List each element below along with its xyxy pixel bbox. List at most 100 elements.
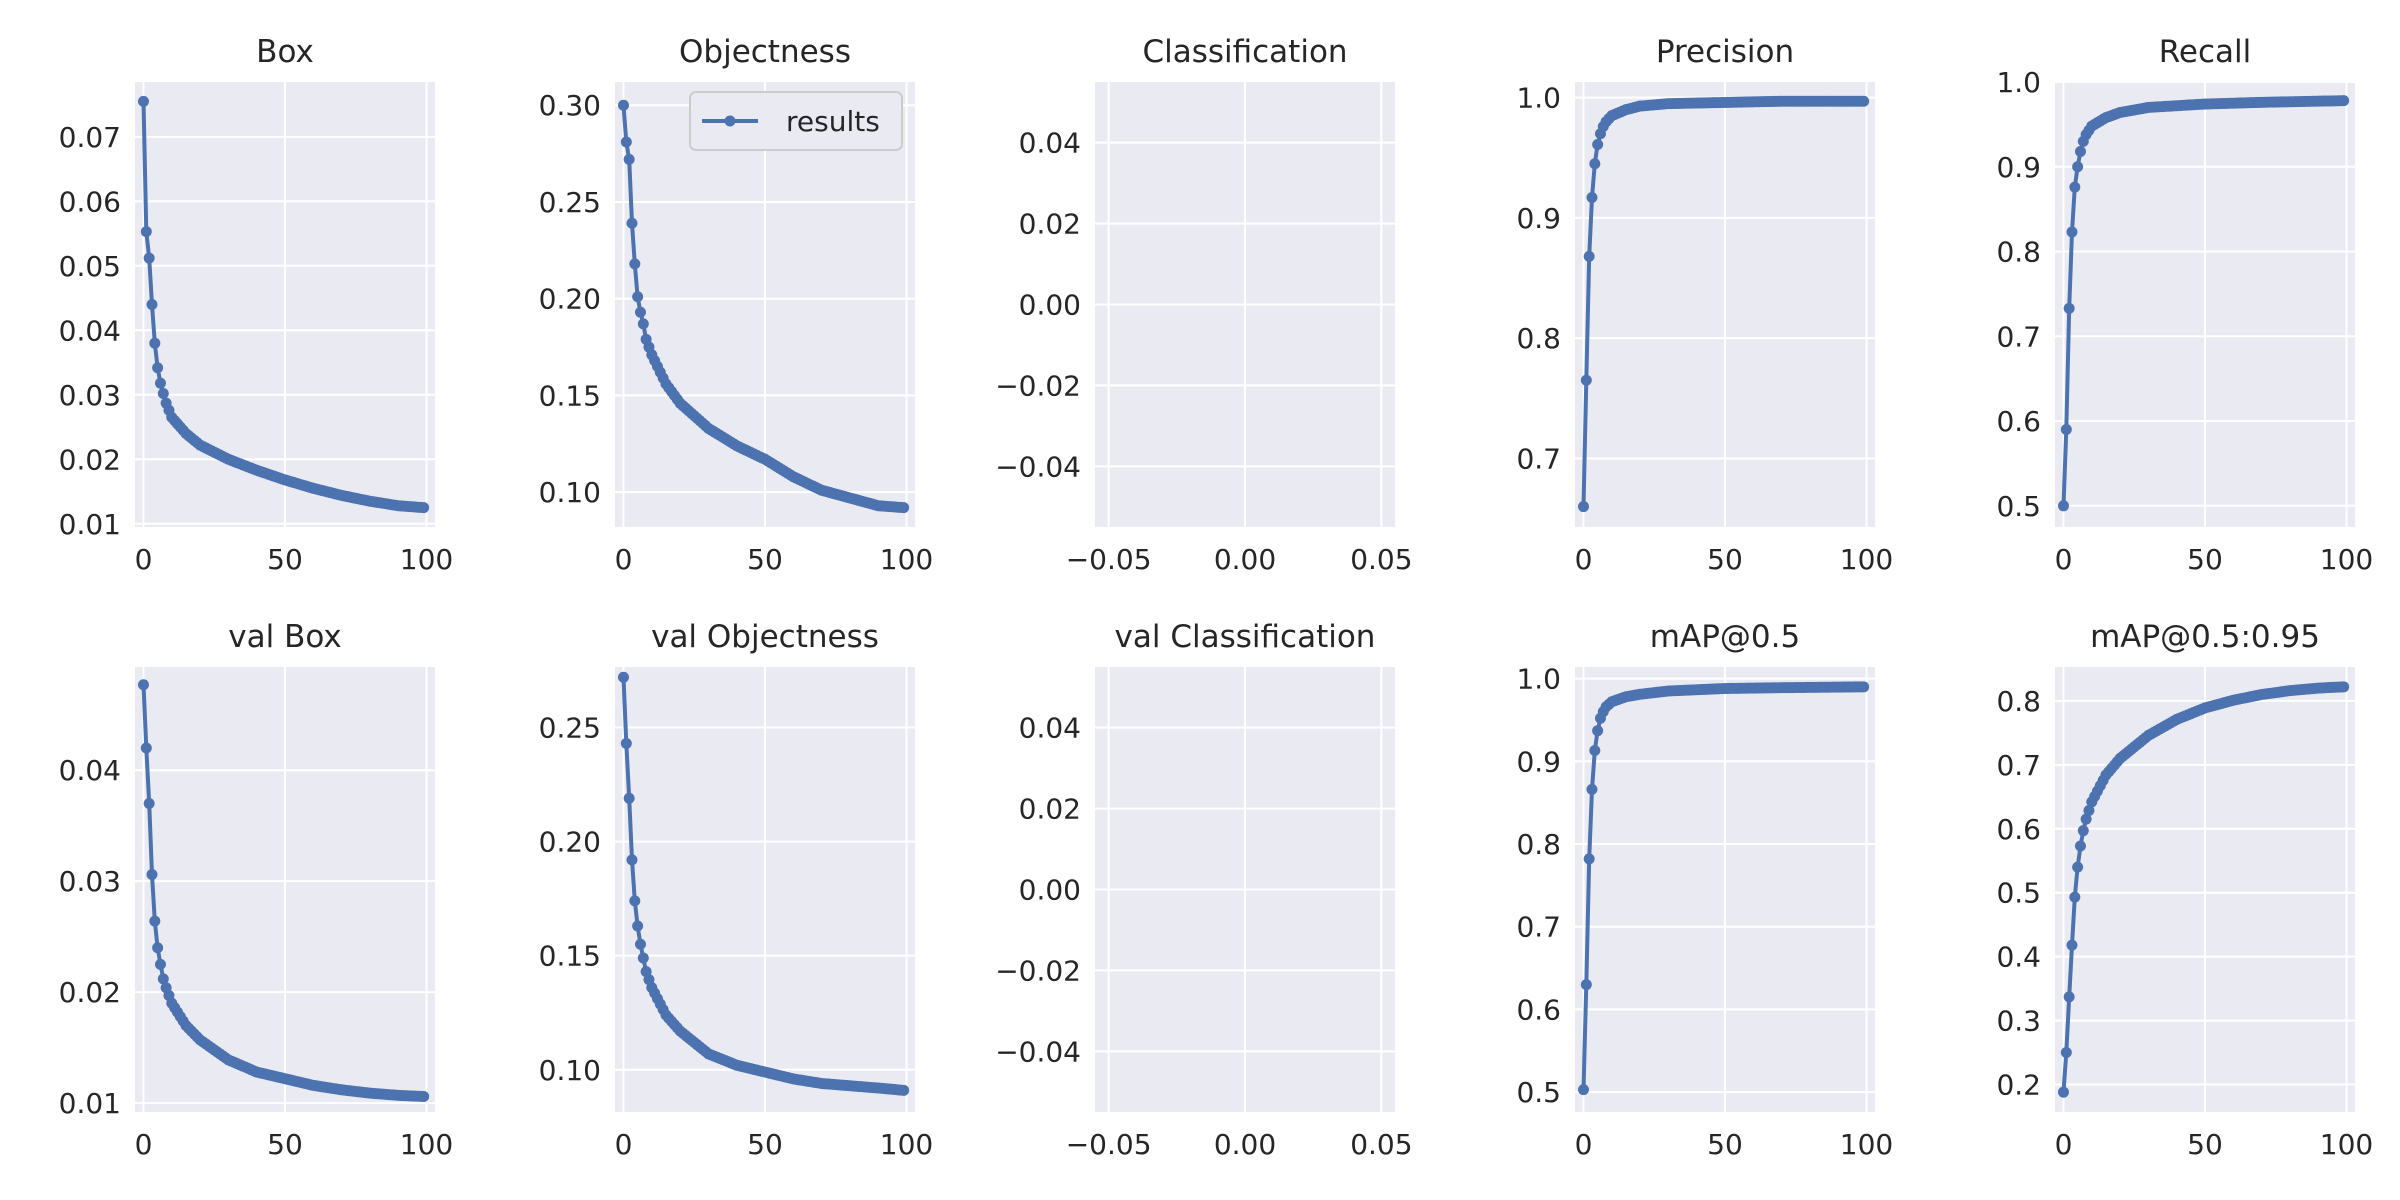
data-point	[149, 337, 161, 349]
data-point	[1589, 158, 1601, 170]
data-point	[2077, 825, 2089, 837]
data-point	[1583, 250, 1595, 262]
y-tick-label: 0.05	[59, 250, 121, 283]
panel-recall: 0.5 0.6 0.7 0.8 0.9 1.0 0 50 100 Recall	[1996, 34, 2373, 576]
x-tick-label: 0.05	[1350, 1128, 1412, 1161]
data-point	[2072, 161, 2084, 173]
x-tick-label: 100	[2320, 543, 2373, 576]
data-point	[154, 377, 166, 389]
y-tick-label: 0.6	[1996, 813, 2041, 846]
data-point	[418, 502, 430, 514]
x-tick-label: 0	[1575, 543, 1593, 576]
data-point	[1858, 95, 1870, 107]
y-tick-label: 0.04	[1019, 127, 1081, 160]
x-tick-label: 100	[2320, 1128, 2373, 1161]
data-point	[626, 217, 638, 229]
data-point	[2057, 1086, 2069, 1098]
x-tick-label: 100	[400, 543, 453, 576]
panel-title: Box	[256, 34, 314, 70]
x-tick-label: 0	[615, 1128, 633, 1161]
data-point	[140, 742, 152, 754]
panel-title: Classification	[1142, 34, 1347, 70]
panel-title: val Box	[228, 619, 341, 655]
data-point	[634, 938, 646, 950]
x-tick-label: 50	[2187, 1128, 2223, 1161]
panel-val-box: 0.01 0.02 0.03 0.04 0 50 100 val Box	[59, 619, 454, 1161]
y-tick-label: 0.6	[1516, 993, 1561, 1026]
y-tick-label: 0.03	[59, 379, 121, 412]
y-tick-label: 0.02	[59, 443, 121, 476]
y-tick-label: 0.30	[539, 89, 601, 122]
x-tick-label: 50	[267, 1128, 303, 1161]
data-point	[620, 136, 632, 148]
x-tick-label: 0	[135, 1128, 153, 1161]
panel-classification: −0.04 −0.02 0.00 0.02 0.04 −0.05 0.00 0.05 Class…	[995, 34, 1412, 576]
data-point	[637, 952, 649, 964]
x-tick-label: 100	[880, 543, 933, 576]
y-tick-label: 0.9	[1996, 151, 2041, 184]
y-tick-label: 0.02	[1019, 793, 1081, 826]
data-point	[143, 797, 155, 809]
data-point	[898, 1084, 910, 1096]
data-point	[617, 99, 629, 111]
x-tick-label: 0	[1575, 1128, 1593, 1161]
data-point	[1586, 191, 1598, 203]
x-tick-label: 50	[267, 543, 303, 576]
y-tick-label: 0.04	[59, 754, 121, 787]
panel-objectness: 0.10 0.15 0.20 0.25 0.30 0 50 100 Objectness resu…	[539, 34, 934, 576]
data-point	[1577, 1084, 1589, 1096]
data-point	[1858, 681, 1870, 693]
panel-box: 0.01 0.02 0.03 0.04 0.05 0.06 0.07 0 50 100 Box	[59, 34, 454, 576]
panel-title: mAP@0.5	[1650, 619, 1800, 655]
y-tick-label: 0.5	[1516, 1076, 1561, 1109]
data-point	[623, 792, 635, 804]
data-point	[143, 252, 155, 264]
y-tick-label: 0.6	[1996, 405, 2041, 438]
y-tick-label: 0.8	[1996, 685, 2041, 718]
y-tick-label: −0.02	[995, 954, 1081, 987]
data-point	[152, 942, 164, 954]
data-point	[2057, 500, 2069, 512]
data-point	[157, 388, 169, 399]
data-point	[137, 95, 149, 107]
y-tick-label: 0.7	[1996, 749, 2041, 782]
panel-map-0-5-0-95: 0.2 0.3 0.4 0.5 0.6 0.7 0.8 0 50 100 mAP@0.5:0.95	[1996, 619, 2373, 1161]
data-point	[2072, 861, 2084, 873]
y-tick-label: 0.15	[539, 379, 601, 412]
y-tick-label: 0.20	[539, 826, 601, 859]
legend-box	[689, 91, 903, 151]
data-point	[2063, 302, 2075, 314]
x-tick-label: 100	[400, 1128, 453, 1161]
data-point	[1589, 745, 1601, 757]
y-tick-label: 0.7	[1516, 442, 1561, 475]
y-tick-label: 0.2	[1996, 1069, 2041, 1102]
y-tick-label: −0.02	[995, 369, 1081, 402]
data-point	[157, 973, 169, 985]
x-tick-label: 50	[1707, 1128, 1743, 1161]
data-point	[1577, 501, 1589, 513]
x-tick-label: 0	[2055, 1128, 2073, 1161]
y-tick-label: 0.02	[1019, 208, 1081, 241]
y-tick-label: 0.01	[59, 1087, 121, 1120]
data-point	[1592, 139, 1604, 151]
x-tick-label: 100	[880, 1128, 933, 1161]
data-point	[637, 318, 649, 330]
data-point	[617, 671, 629, 683]
y-tick-label: 1.0	[1996, 66, 2041, 99]
data-point	[632, 291, 644, 303]
data-point	[623, 153, 635, 165]
x-tick-label: 50	[1707, 543, 1743, 576]
data-point	[2060, 1047, 2072, 1059]
y-tick-label: 0.3	[1996, 1005, 2041, 1038]
y-tick-label: 0.20	[539, 283, 601, 316]
data-point	[2069, 181, 2081, 193]
y-tick-label: 0.7	[1996, 320, 2041, 353]
x-tick-label: 0.05	[1350, 543, 1412, 576]
data-point	[2083, 805, 2095, 817]
y-tick-label: 0.00	[1019, 874, 1081, 907]
data-point	[1583, 853, 1595, 865]
y-tick-label: 0.4	[1996, 941, 2041, 974]
panel-val-classification: −0.04 −0.02 0.00 0.02 0.04 −0.05 0.00 0.05 val C…	[995, 619, 1412, 1161]
data-point	[2066, 939, 2078, 951]
